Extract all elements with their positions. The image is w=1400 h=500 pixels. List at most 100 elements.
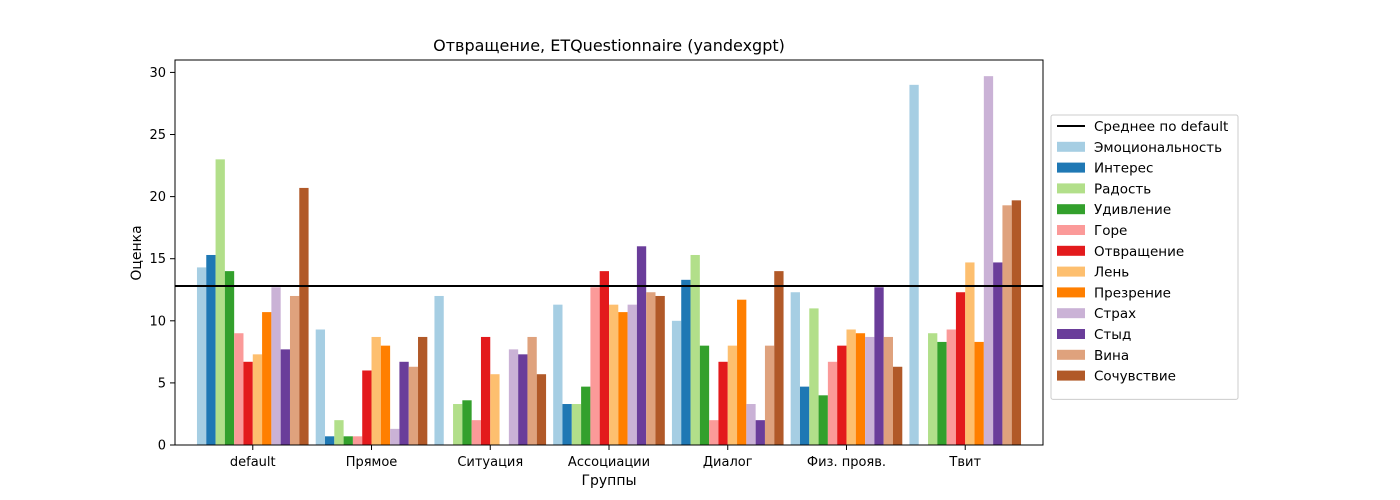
bar-9-7 [983,76,994,446]
bar-11-6 [883,336,893,445]
bar-1-2 [315,329,326,445]
bar-4-5 [699,345,710,445]
bar-12-4 [655,295,665,445]
bar-11-2 [408,366,419,445]
x-tick-label: Прямое [346,455,398,470]
legend-swatch-3 [1057,183,1085,194]
bar-11-3 [527,336,537,445]
bar-3-6 [809,308,819,445]
legend-label-2: Интерес [1094,161,1153,177]
bar-4-7 [937,341,947,445]
bar-7-4 [609,304,619,445]
bar-8-4 [618,312,628,445]
legend-label-10: Стыд [1094,327,1131,343]
bar-6-6 [837,345,847,445]
bar-12-5 [774,271,784,445]
legend-label-3: Радость [1094,181,1151,197]
bar-1-4 [553,304,563,445]
bar-9-6 [865,336,875,445]
bar-10-2 [399,361,409,445]
x-tick-label: Физ. прояв. [807,455,886,470]
bar-5-5 [709,420,719,445]
legend-label-reference: Среднее по default [1094,119,1228,135]
y-tick-label: 15 [149,252,166,267]
legend-swatch-9 [1057,308,1085,319]
bar-6-7 [955,292,966,445]
bar-5-1 [234,333,244,445]
bar-6-1 [243,361,253,445]
bar-12-2 [418,336,428,445]
bar-3-1 [215,159,225,445]
bar-2-2 [325,436,335,445]
legend-swatch-7 [1057,266,1085,277]
bar-12-3 [536,374,547,445]
bar-7-7 [965,262,975,445]
bar-2-6 [799,386,810,445]
bar-5-6 [827,361,838,445]
bar-10-3 [518,354,528,445]
bar-6-4 [599,271,609,445]
bar-7-3 [490,374,500,445]
bar-1-7 [909,84,919,445]
legend-swatch-5 [1057,225,1085,235]
bar-1-1 [196,267,207,445]
bar-5-3 [471,420,481,445]
bar-9-1 [271,287,281,445]
bar-10-5 [755,420,765,445]
bar-12-6 [892,366,903,445]
bar-2-4 [562,404,572,445]
legend: Среднее по default Эмоциональность Интерес… [1050,114,1239,400]
legend-label-7: Лень [1094,265,1129,281]
legend-label-11: Вина [1094,348,1129,364]
legend-label-9: Страх [1094,306,1136,322]
x-axis-label: Группы [581,473,636,489]
bar-8-1 [262,312,272,445]
y-axis-label: Оценка [129,225,145,280]
bar-11-1 [289,295,300,445]
bar-10-6 [874,287,884,445]
bar-8-7 [974,341,984,445]
bar-3-4 [571,404,582,445]
bar-7-2 [371,336,381,445]
chart-title: Отвращение, ETQuestionnaire (yandexgpt) [433,36,785,55]
bar-7-6 [846,329,856,445]
bar-4-1 [224,271,235,445]
y-tick-label: 5 [158,376,166,391]
x-tick-label: Твит [948,455,981,470]
legend-label-8: Презрение [1094,285,1171,301]
bar-4-2 [343,436,353,445]
x-tick-label: Ассоциации [568,455,650,470]
y-tick-label: 30 [149,66,166,81]
legend-swatch-2 [1057,162,1085,173]
y-tick-label: 25 [149,128,166,143]
bar-6-3 [480,336,491,445]
legend-label-1: Эмоциональность [1094,140,1222,156]
bar-7-1 [252,354,263,445]
bar-8-6 [855,333,866,445]
legend-swatch-12 [1057,370,1085,381]
bar-11-7 [1002,205,1012,445]
bar-4-3 [462,400,472,445]
bar-9-4 [627,304,637,445]
bar-1-3 [434,295,444,445]
bar-9-3 [508,349,519,445]
bar-3-7 [928,333,938,445]
bar-9-2 [390,428,400,445]
bar-2-1 [206,254,216,445]
bar-1-6 [790,292,800,445]
bar-5-2 [352,436,363,445]
legend-box [1050,114,1239,400]
bar-5-7 [946,329,956,445]
x-tick-label: Ситуация [457,455,523,470]
legend-swatch-4 [1057,204,1085,215]
legend-label-4: Удивление [1094,202,1171,218]
bar-6-2 [362,370,372,445]
legend-label-6: Отвращение [1094,244,1184,260]
y-tick-label: 0 [158,439,166,454]
bar-2-5 [681,279,691,445]
legend-swatch-11 [1057,349,1085,360]
bar-6-5 [718,361,728,445]
legend-swatch-6 [1057,245,1085,256]
legend-swatch-1 [1057,141,1085,152]
